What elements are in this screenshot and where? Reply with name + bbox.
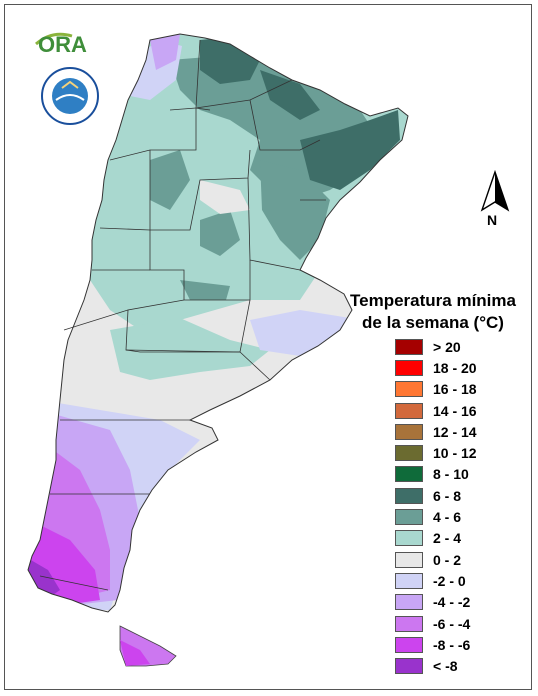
legend-label: 14 - 16 xyxy=(433,402,477,419)
legend-swatch xyxy=(395,636,423,653)
legend-title-line2: de la semana (°C) xyxy=(362,313,504,332)
legend-item: 2 - 4 xyxy=(395,528,477,549)
legend-swatch xyxy=(395,338,423,355)
legend-item: -2 - 0 xyxy=(395,570,477,591)
legend-item: 10 - 12 xyxy=(395,442,477,463)
legend-item: -6 - -4 xyxy=(395,613,477,634)
legend-item: > 20 xyxy=(395,336,477,357)
legend-item: < -8 xyxy=(395,655,477,676)
ora-logo: ORA xyxy=(35,32,87,57)
north-label: N xyxy=(487,212,498,228)
legend-swatch xyxy=(395,466,423,483)
legend-title: Temperatura mínima de la semana (°C) xyxy=(338,290,528,334)
legend-swatch xyxy=(395,658,423,675)
legend-swatch xyxy=(395,509,423,526)
legend-item: 0 - 2 xyxy=(395,549,477,570)
svg-text:ORA: ORA xyxy=(38,32,87,57)
legend-swatch xyxy=(395,594,423,611)
legend-label: < -8 xyxy=(433,658,458,675)
legend-label: 0 - 2 xyxy=(433,551,462,568)
legend-swatch xyxy=(395,530,423,547)
legend-swatch xyxy=(395,402,423,419)
legend-label: > 20 xyxy=(433,338,461,355)
country-outline xyxy=(27,33,409,613)
legend-label: 10 - 12 xyxy=(433,445,477,462)
legend-item: -8 - -6 xyxy=(395,634,477,655)
legend-item: 18 - 20 xyxy=(395,357,477,378)
legend-label: -6 - -4 xyxy=(433,615,471,632)
legend-swatch xyxy=(395,551,423,568)
north-arrow-icon xyxy=(480,170,510,212)
smn-seal-logo xyxy=(41,67,99,125)
legend-label: 8 - 10 xyxy=(433,466,469,483)
legend-swatch xyxy=(395,615,423,632)
legend-label: 16 - 18 xyxy=(433,381,477,398)
legend-label: -4 - -2 xyxy=(433,594,471,611)
legend-swatch xyxy=(395,381,423,398)
legend-item: -4 - -2 xyxy=(395,592,477,613)
legend-swatch xyxy=(395,423,423,440)
legend-title-line1: Temperatura mínima xyxy=(350,291,516,310)
legend-label: -2 - 0 xyxy=(433,572,466,589)
legend-label: -8 - -6 xyxy=(433,636,471,653)
legend-label: 12 - 14 xyxy=(433,423,477,440)
legend-item: 8 - 10 xyxy=(395,464,477,485)
legend-swatch xyxy=(395,445,423,462)
legend-item: 14 - 16 xyxy=(395,400,477,421)
legend-swatch xyxy=(395,572,423,589)
legend-item: 4 - 6 xyxy=(395,506,477,527)
legend-item: 6 - 8 xyxy=(395,485,477,506)
legend-item: 12 - 14 xyxy=(395,421,477,442)
province-borders xyxy=(39,39,326,591)
legend-label: 2 - 4 xyxy=(433,530,462,547)
legend: > 20 18 - 20 16 - 18 14 - 16 12 - 14 10 - 12 8… xyxy=(395,336,477,677)
legend-label: 6 - 8 xyxy=(433,487,462,504)
legend-swatch xyxy=(395,359,423,376)
legend-swatch xyxy=(395,487,423,504)
legend-label: 4 - 6 xyxy=(433,509,462,526)
legend-label: 18 - 20 xyxy=(433,359,477,376)
legend-item: 16 - 18 xyxy=(395,379,477,400)
